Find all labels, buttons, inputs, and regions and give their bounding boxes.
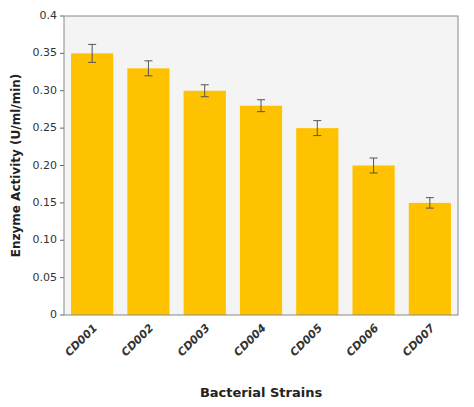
error-bar <box>426 198 434 208</box>
x-tick-label: CD007 <box>400 321 438 359</box>
y-tick-label: 0.15 <box>33 196 58 209</box>
error-bar <box>201 85 209 97</box>
x-tick-label: CD003 <box>175 321 213 359</box>
y-tick-label: 0.4 <box>40 9 58 22</box>
y-tick-label: 0.10 <box>33 233 58 246</box>
x-axis: CD001 CD002 CD003 CD004 CD005 CD006 CD007 <box>62 321 438 359</box>
error-bars <box>88 44 434 208</box>
y-tick <box>60 53 64 54</box>
error-bar <box>313 121 321 136</box>
y-tick-label: 0.05 <box>33 271 58 284</box>
bars <box>71 53 451 315</box>
x-tick-label: CD004 <box>231 322 269 360</box>
y-tick <box>60 240 64 241</box>
y-tick <box>60 277 64 278</box>
y-tick <box>60 128 64 129</box>
x-tick-label: CD002 <box>119 321 157 359</box>
y-tick-label: 0 <box>50 308 57 321</box>
x-axis-label: Bacterial Strains <box>200 385 323 400</box>
y-tick-label: 0.35 <box>33 46 58 59</box>
bar <box>184 91 226 315</box>
x-tick-label: CD006 <box>344 321 382 359</box>
x-tick-label: CD001 <box>62 322 100 360</box>
error-bar <box>88 44 96 62</box>
bar <box>127 68 169 315</box>
bar <box>240 106 282 315</box>
error-bar <box>370 158 378 173</box>
y-tick <box>60 90 64 91</box>
plot-background <box>64 16 458 315</box>
plot-frame <box>64 16 458 315</box>
bar <box>409 203 451 315</box>
y-tick <box>60 202 64 203</box>
y-tick-label: 0.25 <box>33 121 58 134</box>
x-tick-label: CD005 <box>287 321 325 359</box>
bar <box>352 166 394 316</box>
bar <box>296 128 338 315</box>
y-tick-label: 0.30 <box>33 84 58 97</box>
chart: 00.050.100.150.200.250.300.350.4CD001CD0… <box>0 0 474 407</box>
error-bar <box>144 61 152 76</box>
y-tick-label: 0.20 <box>33 159 58 172</box>
y-tick <box>60 315 64 316</box>
y-tick <box>60 165 64 166</box>
y-tick <box>60 16 64 17</box>
bar <box>71 53 113 315</box>
y-axis: 0 0.05 0.10 0.15 0.20 0.25 0.30 0.35 0.4 <box>33 9 65 321</box>
y-axis-label: Enzyme Activity (U/ml/min) <box>9 74 23 258</box>
error-bar <box>257 100 265 112</box>
